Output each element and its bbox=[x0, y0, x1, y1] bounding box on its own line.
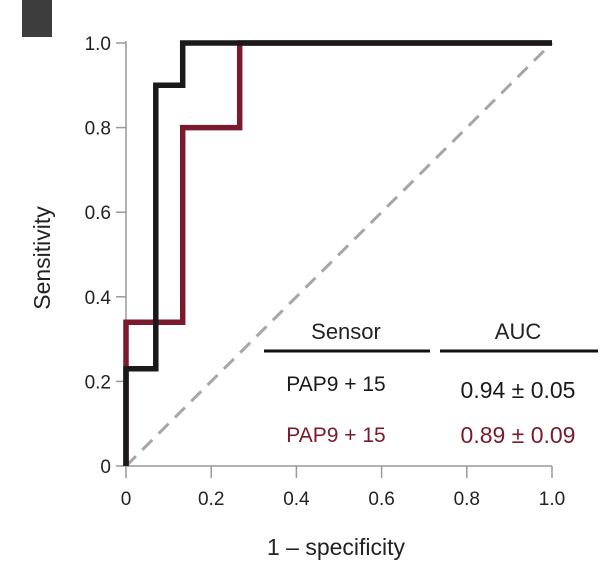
x-axis-title: 1 – specificity bbox=[267, 534, 406, 560]
legend-auc-2: 0.89 ± 0.09 bbox=[461, 422, 576, 448]
x-tick-label: 0.6 bbox=[368, 489, 394, 510]
y-axis-title: Sensitivity bbox=[29, 206, 55, 310]
x-axis-ticks: 0 0.2 0.4 0.6 0.8 1.0 bbox=[121, 466, 565, 510]
legend-sensor-2: PAP9 + 15 bbox=[286, 424, 385, 447]
y-tick-label: 0.2 bbox=[85, 372, 111, 393]
y-tick-label: 1.0 bbox=[85, 34, 111, 55]
corner-block bbox=[22, 0, 52, 37]
series-diagonal-reference-line bbox=[124, 41, 554, 468]
x-tick-label: 1.0 bbox=[539, 489, 565, 510]
legend-header-auc: AUC bbox=[495, 319, 542, 344]
y-tick-label: 0.8 bbox=[85, 119, 111, 140]
x-tick-label: 0 bbox=[121, 489, 132, 510]
x-tick-label: 0.8 bbox=[454, 489, 480, 510]
y-axis-ticks: 0 0.2 0.4 0.6 0.8 1.0 bbox=[85, 34, 126, 478]
legend: Sensor AUC PAP9 + 15 0.94 ± 0.05 PAP9 + … bbox=[264, 319, 598, 448]
series-layer bbox=[123, 40, 554, 468]
legend-sensor-1: PAP9 + 15 bbox=[286, 373, 385, 396]
legend-auc-1: 0.94 ± 0.05 bbox=[461, 377, 576, 403]
x-tick-label: 0.2 bbox=[198, 489, 224, 510]
y-tick-label: 0 bbox=[100, 457, 111, 478]
y-tick-label: 0.4 bbox=[85, 288, 112, 309]
x-tick-label: 0.4 bbox=[283, 489, 310, 510]
legend-header-sensor: Sensor bbox=[311, 319, 381, 344]
series-roc-curve-1 bbox=[123, 40, 552, 466]
y-tick-label: 0.6 bbox=[85, 203, 111, 224]
